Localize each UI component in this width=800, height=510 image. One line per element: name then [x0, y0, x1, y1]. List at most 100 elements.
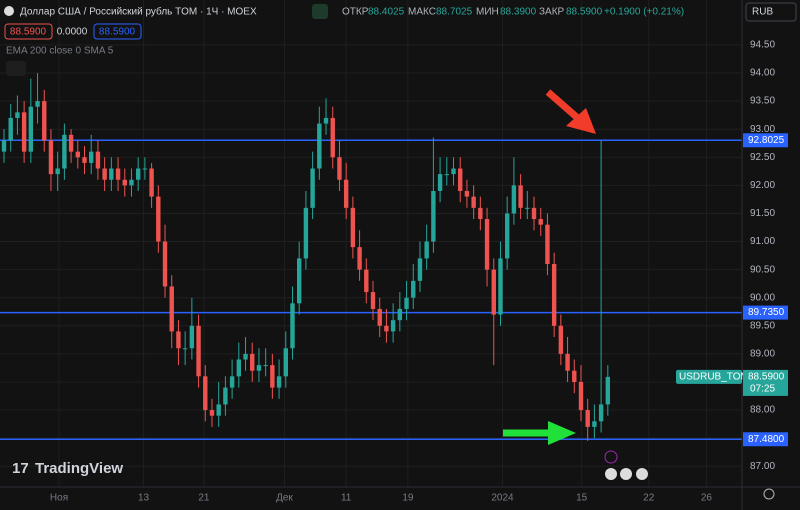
candle-body: [343, 179, 349, 208]
buy-button[interactable]: [93, 23, 142, 40]
x-tick-label: Дек: [276, 493, 293, 504]
candle-body: [538, 219, 543, 225]
candle-body: [384, 325, 389, 332]
candle-body: [48, 140, 54, 175]
market-status[interactable]: [312, 4, 328, 19]
last-price-bg: [743, 369, 788, 396]
spread: 0.0000: [57, 27, 88, 38]
candle-body: [250, 353, 255, 371]
y-tick-label: 87.00: [750, 461, 775, 472]
currency: RUB: [752, 7, 773, 18]
countdown: 07:25: [750, 384, 775, 395]
y-tick-label: 92.50: [750, 152, 775, 163]
brand-logo: 17: [12, 460, 29, 477]
x-tick-label: 13: [138, 493, 150, 504]
level-label: 87.4800: [748, 434, 785, 445]
x-tick-label: 19: [402, 493, 414, 504]
candle-body: [390, 320, 396, 332]
candle-body: [357, 247, 362, 270]
candle-body: [68, 134, 74, 152]
y-tick-label: 94.00: [750, 68, 775, 79]
candle-body: [330, 117, 335, 158]
grid: [0, 0, 742, 487]
candle-body: [290, 303, 295, 349]
candle-body: [350, 207, 356, 248]
candle-body: [397, 308, 403, 321]
candle-body: [323, 117, 329, 124]
candle-body: [491, 269, 496, 315]
candle-body: [209, 410, 215, 416]
last-price: 88.5900: [748, 372, 785, 383]
candle-body: [236, 359, 242, 377]
candle-body: [21, 112, 27, 152]
buy-price: 88.5900: [99, 27, 136, 38]
candle-body: [484, 219, 490, 270]
event-icon[interactable]: [604, 450, 618, 464]
candle-body: [256, 365, 262, 371]
y-tick-label: 89.00: [750, 349, 775, 360]
candle-body: [35, 101, 40, 107]
candle-body: [498, 258, 503, 315]
candle-body: [176, 331, 181, 349]
candle-body: [216, 404, 221, 416]
candle-body: [223, 387, 228, 405]
candle-body: [182, 348, 188, 350]
low-value: 88.3900: [500, 7, 537, 18]
high-label: МАКС: [408, 7, 436, 18]
candles: [1, 73, 611, 441]
low-label: МИН: [476, 7, 499, 18]
candle-body: [592, 421, 597, 427]
open-value: 88.4025: [368, 7, 405, 18]
candle-body: [229, 376, 235, 388]
candle-body: [8, 117, 13, 141]
candle-body: [15, 112, 20, 118]
symbol-title: Доллар США / Российский рубль TOM · 1Ч ·…: [20, 6, 257, 18]
event-icon[interactable]: [620, 468, 632, 480]
sell-price: 88.5900: [10, 27, 47, 38]
sell-button[interactable]: [4, 23, 53, 40]
candle-body: [545, 224, 550, 265]
candle-body: [337, 157, 342, 180]
candle-body: [598, 404, 604, 422]
candle-body: [55, 168, 60, 175]
settings-button[interactable]: [763, 488, 775, 500]
candle-body: [431, 190, 436, 242]
candle-body: [504, 213, 510, 259]
event-icon[interactable]: [605, 468, 617, 480]
x-tick-label: 26: [701, 493, 713, 504]
candle-body: [89, 151, 94, 163]
candle-body: [458, 168, 463, 191]
candle-body: [444, 174, 449, 176]
candle-body: [518, 185, 523, 208]
level-label: 92.8025: [748, 135, 785, 146]
level-label-bg: [743, 432, 788, 447]
candle-body: [317, 123, 322, 169]
candle-body: [404, 297, 409, 309]
y-tick-label: 88.00: [750, 405, 775, 416]
candle-body: [203, 376, 208, 411]
y-tick-label: 91.00: [750, 236, 775, 247]
axes: 87.0087.5088.0088.5089.0089.5090.0090.50…: [50, 40, 788, 504]
currency-selector[interactable]: [745, 2, 797, 22]
y-tick-label: 94.50: [750, 40, 775, 51]
collapse-button[interactable]: [6, 61, 26, 76]
candle-body: [270, 365, 275, 388]
candle-body: [156, 196, 161, 242]
candle-body: [585, 410, 590, 427]
candle-body: [196, 325, 201, 377]
candle-body: [263, 365, 268, 367]
x-tick-label: 11: [341, 493, 352, 504]
candle-body: [558, 325, 564, 354]
levels: [0, 139, 742, 441]
candle-body: [451, 168, 456, 175]
event-icon[interactable]: [636, 468, 648, 480]
candle-body: [162, 241, 168, 287]
high-value: 88.7025: [436, 7, 473, 18]
x-tick-label: 22: [643, 493, 655, 504]
level-label-bg: [743, 305, 788, 320]
x-tick-label: 15: [576, 493, 588, 504]
candle-body: [102, 168, 107, 180]
